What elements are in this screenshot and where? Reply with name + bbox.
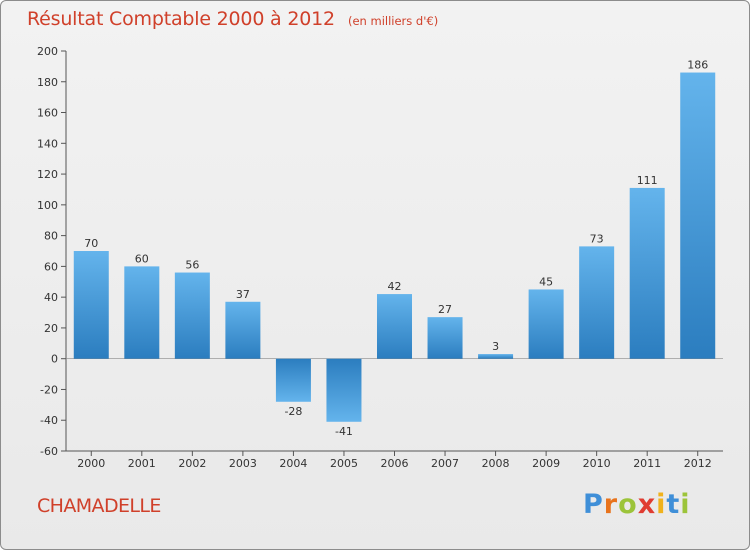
x-tick-label-2006: 2006 <box>381 457 409 470</box>
town-name: CHAMADELLE <box>37 495 161 517</box>
y-tick-label: 80 <box>44 230 58 243</box>
logo-letter: x <box>637 489 657 520</box>
chart-labels: 70 60 56 37 -28 -41 42 27 3 45 73 111 186 <box>84 59 708 438</box>
value-label-2010: 73 <box>590 232 604 245</box>
y-tick-label: 160 <box>37 107 58 120</box>
x-tick-label-2001: 2001 <box>128 457 156 470</box>
y-tick-label: -20 <box>40 383 58 396</box>
value-label-2002: 56 <box>185 259 199 272</box>
x-tick-label-2005: 2005 <box>330 457 358 470</box>
value-label-2011: 111 <box>637 174 658 187</box>
bar-2010 <box>579 246 615 359</box>
x-tick-label-2000: 2000 <box>77 457 105 470</box>
bar-2012 <box>680 72 716 359</box>
value-label-2003: 37 <box>236 288 250 301</box>
bar-2007 <box>427 317 463 359</box>
bar-2000 <box>73 251 109 359</box>
logo-letter: t <box>666 489 681 520</box>
value-label-2000: 70 <box>84 237 98 250</box>
x-tick-label-2003: 2003 <box>229 457 257 470</box>
value-label-2009: 45 <box>539 275 553 288</box>
y-tick-label: -60 <box>40 445 58 458</box>
x-tick-label-2009: 2009 <box>532 457 560 470</box>
value-label-2007: 27 <box>438 303 452 316</box>
bar-2005 <box>326 358 362 422</box>
y-tick-label: 40 <box>44 291 58 304</box>
x-tick-label-2004: 2004 <box>279 457 307 470</box>
bar-2006 <box>377 294 412 359</box>
logo-letter: r <box>603 489 619 520</box>
logo-letter: i <box>680 489 691 520</box>
logo-letter: P <box>583 489 604 520</box>
y-tick-label: 60 <box>44 260 58 273</box>
y-tick-label: -40 <box>40 414 58 427</box>
value-label-2005: -41 <box>335 425 353 438</box>
chart-axes: -60 -40 -20 0 20 40 60 80 100 120 140 160 180 200 2000… <box>37 45 723 470</box>
bar-2008 <box>478 354 514 359</box>
x-tick-label-2011: 2011 <box>633 457 661 470</box>
bar-2001 <box>124 266 160 359</box>
y-tick-label: 0 <box>51 353 58 366</box>
chart-bars <box>73 72 716 422</box>
x-tick-label-2008: 2008 <box>482 457 510 470</box>
y-tick-label: 140 <box>37 137 58 150</box>
logo-letter: i <box>656 489 667 520</box>
y-tick-label: 20 <box>44 322 58 335</box>
y-tick-label: 180 <box>37 76 58 89</box>
bar-2004 <box>275 358 311 402</box>
value-label-2012: 186 <box>687 59 708 72</box>
y-tick-label: 100 <box>37 199 58 212</box>
logo-letter: o <box>618 489 638 520</box>
proxiti-logo: Proxiti <box>583 489 691 520</box>
value-label-2004: -28 <box>284 405 302 418</box>
bar-2002 <box>174 272 210 359</box>
bar-2011 <box>629 187 665 359</box>
x-tick-label-2010: 2010 <box>583 457 611 470</box>
value-label-2006: 42 <box>388 280 402 293</box>
y-tick-label: 200 <box>37 45 58 58</box>
y-tick-label: 120 <box>37 168 58 181</box>
value-label-2001: 60 <box>135 252 149 265</box>
bar-2003 <box>225 301 261 359</box>
x-tick-label-2007: 2007 <box>431 457 459 470</box>
x-tick-label-2002: 2002 <box>178 457 206 470</box>
chart-title-row: Résultat Comptable 2000 à 2012 (en milli… <box>27 8 438 30</box>
value-label-2008: 3 <box>492 340 499 353</box>
chart-subtitle: (en milliers d'€) <box>347 14 439 28</box>
bar-2009 <box>528 289 564 359</box>
x-tick-label-2012: 2012 <box>684 457 712 470</box>
chart-title: Résultat Comptable 2000 à 2012 <box>27 8 335 30</box>
